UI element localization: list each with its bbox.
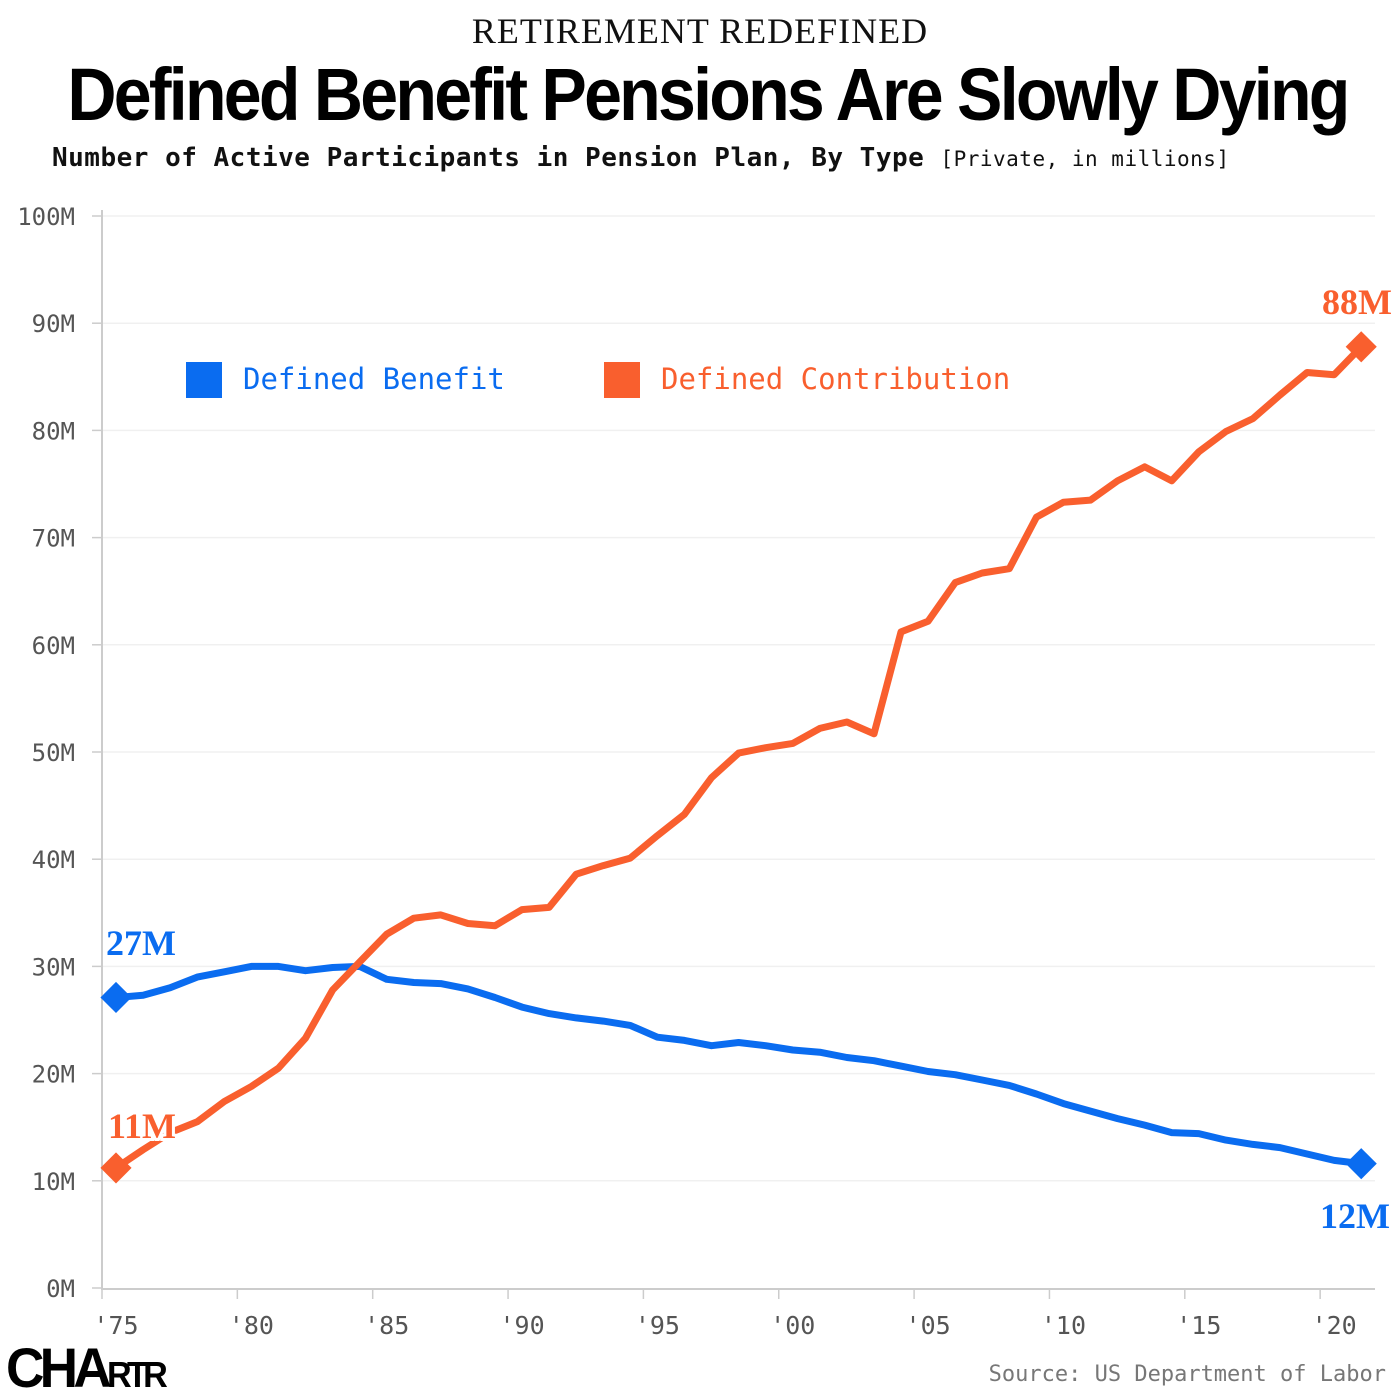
y-tick-label: 50M [32, 739, 75, 767]
x-tick-label: '05 [906, 1311, 951, 1340]
legend-swatch-db [186, 362, 222, 398]
y-tick-label: 40M [32, 846, 75, 874]
x-tick-label: '10 [1041, 1311, 1086, 1340]
label-db-start: 27M [106, 923, 176, 963]
y-tick-label: 60M [32, 632, 75, 660]
x-tick-label: '85 [364, 1311, 409, 1340]
endpoint-marker [1345, 1148, 1377, 1180]
subtitle-note: [Private, in millions] [940, 147, 1230, 171]
x-tick-label: '20 [1312, 1311, 1357, 1340]
endpoint-marker [100, 981, 132, 1014]
chartr-logo: CHARTR [6, 1336, 168, 1399]
y-tick-label: 20M [32, 1061, 75, 1089]
y-tick-label: 0M [46, 1275, 75, 1303]
y-tick-label: 80M [32, 417, 75, 445]
x-tick-label: '75 [93, 1311, 138, 1340]
y-tick-label: 100M [17, 203, 75, 231]
kicker: RETIREMENT REDEFINED [471, 11, 929, 51]
chart-title: Defined Benefit Pensions Are Slowly Dyin… [67, 53, 1350, 136]
label-dc-end: 88M [1322, 282, 1392, 322]
x-tick-label: '95 [635, 1311, 680, 1340]
legend-label: Defined Contribution [661, 362, 1010, 396]
label-dc-start: 11M [108, 1106, 176, 1146]
y-tick-label: 30M [32, 953, 75, 981]
legend-swatch-dc [604, 362, 640, 398]
endpoint-marker [1345, 331, 1377, 363]
source-note: Source: US Department of Labor [988, 1362, 1386, 1387]
y-tick-label: 70M [32, 525, 75, 553]
x-tick-label: '00 [770, 1311, 815, 1340]
legend-label: Defined Benefit [243, 362, 505, 396]
x-tick-label: '15 [1176, 1311, 1221, 1340]
series-line-defined-benefit [112, 962, 1365, 1168]
y-tick-label: 90M [32, 310, 75, 338]
y-tick-label: 10M [32, 1168, 75, 1196]
x-tick-label: '90 [499, 1311, 544, 1340]
chart-subtitle: Number of Active Participants in Pension… [52, 143, 1230, 173]
label-db-end: 12M [1320, 1196, 1390, 1236]
x-tick-label: '80 [229, 1311, 274, 1340]
subtitle-text: Number of Active Participants in Pension… [52, 143, 925, 173]
